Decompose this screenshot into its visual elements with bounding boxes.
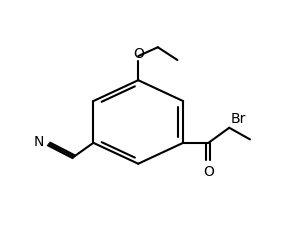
Text: O: O [133,47,144,61]
Text: N: N [34,134,44,148]
Text: O: O [203,164,214,178]
Text: Br: Br [231,112,246,125]
